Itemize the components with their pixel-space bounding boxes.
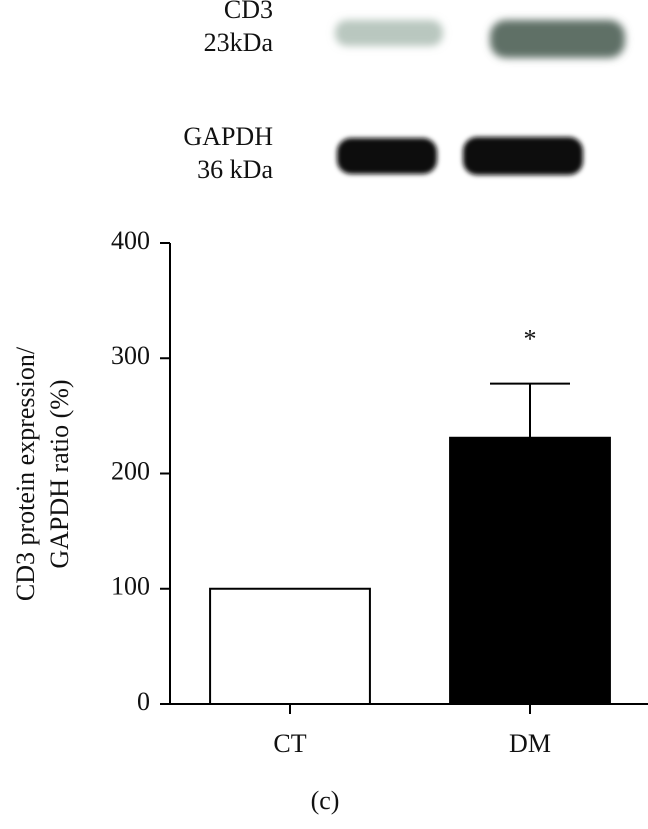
cd3-band-ct	[335, 20, 443, 46]
gapdh-band-ct	[337, 138, 437, 174]
blot-label: 23kDa	[204, 28, 274, 57]
significance-marker: *	[524, 325, 537, 354]
western-blot	[335, 20, 625, 175]
y-tick-label: 100	[111, 572, 150, 601]
x-tick-label: DM	[509, 729, 551, 758]
gapdh-band-dm	[463, 137, 583, 175]
y-axis-label: CD3 protein expression/	[11, 346, 40, 601]
cd3-band-dm	[490, 20, 625, 58]
blot-label: GAPDH	[183, 122, 273, 151]
x-tick-label: CT	[273, 729, 306, 758]
bar	[209, 587, 371, 705]
panel-label: (c)	[311, 786, 340, 815]
y-axis-label: GAPDH ratio (%)	[45, 379, 74, 568]
y-tick-label: 200	[111, 456, 150, 485]
y-tick-label: 0	[137, 687, 150, 716]
blot-label: 36 kDa	[197, 155, 273, 184]
y-tick-label: 300	[111, 341, 150, 370]
y-tick-label: 400	[111, 226, 150, 255]
blot-label: CD3	[224, 0, 273, 24]
bar	[449, 436, 611, 705]
